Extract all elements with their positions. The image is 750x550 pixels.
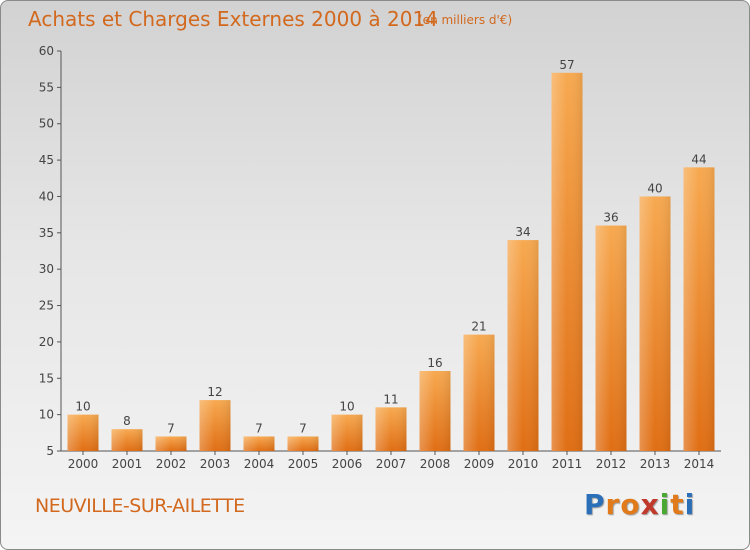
bar-value-label: 40 <box>647 181 662 195</box>
x-tick-label: 2010 <box>508 457 539 471</box>
bar-shade <box>243 436 275 451</box>
x-tick-label: 2005 <box>288 457 319 471</box>
bars: 10 8 7 12 7 7 10 11 16 21 34 57 36 40 44 <box>67 58 715 452</box>
bar-shade <box>551 72 583 452</box>
axes: 5 10 15 20 25 30 35 40 45 50 55 60 2000 2001 2002 2003 2… <box>39 44 721 471</box>
bar-value-label: 36 <box>603 211 618 225</box>
bar-value-label: 21 <box>471 320 486 334</box>
logo-letter: i <box>659 488 671 521</box>
logo-letter: P <box>584 488 606 521</box>
bar-shade <box>331 414 363 451</box>
x-tick-label: 2007 <box>376 457 407 471</box>
bar-value-label: 44 <box>691 152 706 166</box>
bar-shade <box>507 240 539 451</box>
bar-value-label: 8 <box>123 414 131 428</box>
y-tick-label: 15 <box>39 371 54 385</box>
proxiti-logo: Proxiti <box>584 488 695 521</box>
y-tick-label: 60 <box>39 44 54 58</box>
bar-shade <box>287 436 319 451</box>
bar-shade <box>67 414 99 451</box>
x-tick-label: 2001 <box>112 457 143 471</box>
y-tick-label: 30 <box>39 262 54 276</box>
bar-value-label: 7 <box>255 421 263 435</box>
chart-title: Achats et Charges Externes 2000 à 2014 <box>28 7 438 31</box>
bar-shade <box>111 429 143 451</box>
bar-value-label: 12 <box>207 385 222 399</box>
x-tick-label: 2000 <box>68 457 99 471</box>
x-tick-label: 2004 <box>244 457 275 471</box>
x-tick-label: 2006 <box>332 457 363 471</box>
x-tick-label: 2014 <box>684 457 715 471</box>
bar-value-label: 7 <box>167 421 175 435</box>
bar-value-label: 7 <box>299 421 307 435</box>
y-tick-label: 50 <box>39 117 54 131</box>
y-tick-label: 45 <box>39 153 54 167</box>
y-tick-label: 40 <box>39 189 54 203</box>
bar-value-label: 16 <box>427 356 442 370</box>
chart-subtitle: (en milliers d'€) <box>418 13 513 27</box>
x-tick-label: 2013 <box>640 457 671 471</box>
bar-value-label: 34 <box>515 225 530 239</box>
x-tick-label: 2002 <box>156 457 187 471</box>
y-tick-label: 5 <box>46 444 54 458</box>
y-tick-label: 20 <box>39 335 54 349</box>
logo-letter: i <box>684 488 696 521</box>
logo-letter: t <box>670 488 685 521</box>
y-tick-label: 25 <box>39 299 54 313</box>
bar-value-label: 10 <box>339 400 354 414</box>
x-tick-label: 2012 <box>596 457 627 471</box>
bar-value-label: 10 <box>75 400 90 414</box>
y-tick-label: 55 <box>39 80 54 94</box>
y-tick-label: 35 <box>39 226 54 240</box>
bar-shade <box>155 436 187 451</box>
bar-shade <box>419 371 451 451</box>
bar-shade <box>639 196 671 451</box>
place-name: NEUVILLE-SUR-AILETTE <box>35 495 245 517</box>
bar-value-label: 11 <box>383 392 398 406</box>
logo-letter: r <box>605 488 621 521</box>
logo-letter: o <box>620 488 641 521</box>
x-tick-label: 2009 <box>464 457 495 471</box>
bar-shade <box>463 334 495 451</box>
y-tick-label: 10 <box>39 408 54 422</box>
bar-shade <box>199 400 231 451</box>
bar-shade <box>683 167 715 451</box>
x-tick-label: 2011 <box>552 457 583 471</box>
bar-value-label: 57 <box>559 58 574 72</box>
bar-shade <box>595 225 627 451</box>
x-tick-label: 2008 <box>420 457 451 471</box>
x-tick-label: 2003 <box>200 457 231 471</box>
bar-shade <box>375 407 407 451</box>
logo-letter: x <box>640 488 660 521</box>
